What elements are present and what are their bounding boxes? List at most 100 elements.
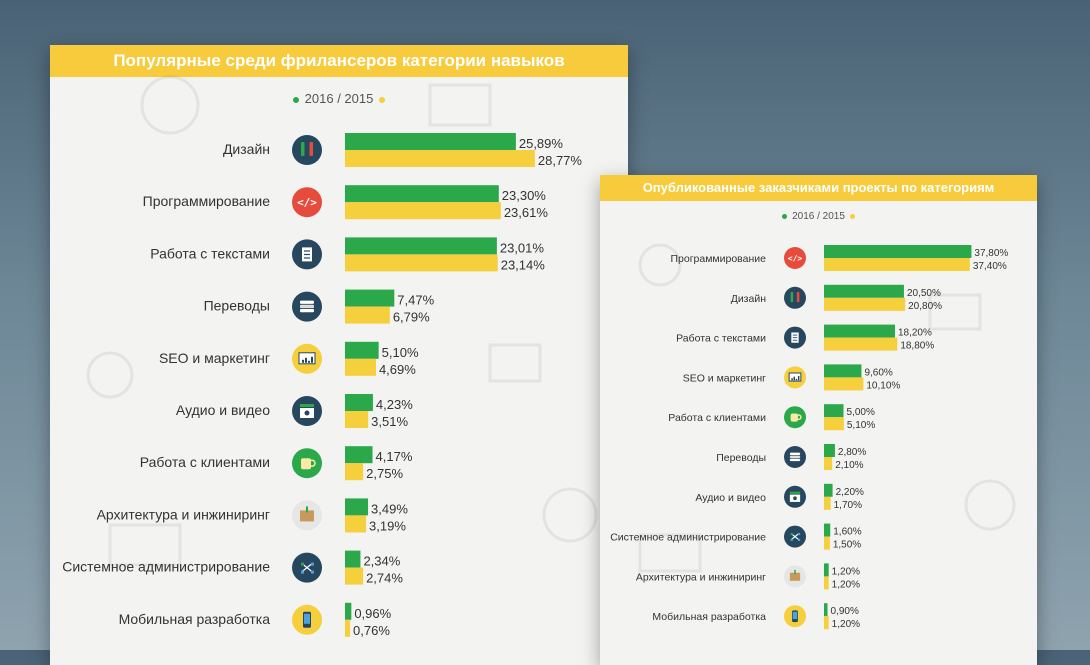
- document-icon: [292, 239, 322, 270]
- bar-2015: [824, 536, 830, 550]
- bar-2015: [345, 306, 390, 324]
- icon-shape: [792, 334, 798, 336]
- category-label: Архитектура и инжиниринг: [636, 571, 766, 583]
- skills-bar-chart: Дизайн 25,89% 28,77% Программирование </> 23,…: [62, 133, 582, 638]
- bar-2016: [345, 133, 516, 150]
- icon-shape: [306, 506, 308, 513]
- value-label-2015: 0,76%: [353, 623, 390, 638]
- value-label-2016: 37,80%: [974, 248, 1008, 259]
- network-icon: [292, 552, 322, 583]
- value-label-2016: 4,23%: [376, 397, 413, 412]
- icon-shape: [792, 611, 798, 620]
- projects-chart-card: Опубликованные заказчиками проекты по ка…: [600, 175, 1037, 665]
- value-label-2015: 1,20%: [832, 619, 860, 630]
- category-label: Системное администрирование: [610, 532, 766, 544]
- bar-2016: [345, 550, 361, 568]
- bar-2015: [824, 457, 833, 470]
- bar-2015: [345, 567, 364, 585]
- value-label-2016: 2,20%: [836, 487, 864, 498]
- bar-2015: [824, 417, 844, 431]
- value-label-2015: 3,19%: [369, 518, 406, 533]
- value-label-2015: 6,79%: [393, 310, 430, 325]
- value-label-2016: 5,00%: [847, 407, 875, 418]
- icon-glyph: </>: [297, 196, 317, 209]
- icon-shape: [792, 337, 798, 339]
- bar-2016: [824, 563, 829, 577]
- value-label-2016: 4,17%: [376, 449, 413, 464]
- icon-shape: [304, 410, 310, 416]
- category-label: Архитектура и инжиниринг: [97, 506, 270, 522]
- bar-2015: [824, 576, 829, 590]
- category-label: Работа с текстами: [676, 333, 766, 345]
- bar-2015: [824, 258, 970, 271]
- icon-shape: [305, 357, 307, 363]
- value-label-2015: 10,10%: [866, 380, 900, 391]
- legend-2015-dot: [849, 213, 855, 219]
- icon-shape: [796, 291, 800, 303]
- bar-2016: [345, 498, 369, 516]
- category-label: Работа с текстами: [150, 245, 270, 261]
- icon-shape: [790, 532, 793, 536]
- category-row: Архитектура и инжиниринг 3,49% 3,19%: [97, 498, 408, 533]
- bar-2015: [824, 496, 831, 510]
- icon-shape: [301, 563, 313, 573]
- bar-2016: [824, 603, 828, 617]
- icon-shape: [797, 532, 801, 536]
- bar-2016: [345, 394, 373, 411]
- bar-2015: [824, 337, 898, 351]
- document-icon: [784, 326, 806, 349]
- package-box-icon: [784, 565, 806, 588]
- value-label-2016: 2,34%: [363, 554, 400, 569]
- presentation-chart-icon: [784, 366, 806, 389]
- code-icon: </>: [784, 247, 806, 269]
- category-row: SEO и маркетинг 5,10% 4,69%: [159, 341, 419, 377]
- icon-shape: [789, 491, 801, 494]
- icon-shape: [789, 455, 801, 459]
- value-label-2016: 5,10%: [382, 345, 419, 360]
- category-row: Мобильная разработка 0,90% 1,20%: [652, 603, 860, 630]
- bar-2015: [345, 619, 351, 637]
- icon-shape: [301, 458, 311, 470]
- icon-shape: [302, 359, 304, 363]
- value-label-2015: 18,80%: [900, 341, 934, 352]
- icon-circle: [784, 247, 806, 269]
- legend-label: 2016 / 2015: [304, 91, 374, 106]
- value-label-2016: 23,30%: [502, 188, 547, 203]
- icon-shape: [311, 570, 314, 574]
- value-label-2016: 1,20%: [832, 566, 860, 577]
- icon-shape: [300, 309, 314, 313]
- projects-bar-chart: Программирование </> 37,80% 37,40% Дизайн 20,…: [610, 245, 1008, 630]
- category-label: SEO и маркетинг: [159, 350, 270, 366]
- bar-2016: [824, 444, 835, 457]
- bar-2016: [824, 284, 904, 298]
- value-label-2015: 1,20%: [832, 579, 860, 590]
- background-doodles: [86, 75, 598, 567]
- background-doodles: [638, 243, 1016, 573]
- bar-2016: [345, 237, 497, 255]
- coffee-cup-icon: [292, 448, 322, 479]
- category-row: Мобильная разработка 0,96% 0,76%: [119, 602, 392, 638]
- value-label-2016: 7,47%: [397, 293, 434, 308]
- value-label-2015: 3,51%: [371, 414, 408, 429]
- category-row: Системное администрирование 1,60% 1,50%: [610, 523, 862, 551]
- bar-2016: [824, 324, 895, 338]
- bar-2016: [345, 446, 373, 464]
- icon-shape: [789, 452, 801, 456]
- category-label: Аудио и видео: [176, 402, 270, 418]
- legend-2016-dot: [292, 96, 299, 103]
- icon-shape: [793, 496, 797, 501]
- icon-shape: [790, 291, 794, 303]
- smartphone-icon: [292, 604, 322, 635]
- bar-2015: [824, 377, 864, 391]
- value-label-2016: 1,60%: [833, 527, 861, 538]
- bar-2015: [824, 616, 829, 630]
- value-label-2016: 2,80%: [838, 447, 866, 458]
- legend-2016-dot: [782, 213, 788, 219]
- category-label: Мобильная разработка: [119, 611, 271, 627]
- icon-shape: [793, 376, 795, 381]
- category-row: Аудио и видео 4,23% 3,51%: [176, 394, 413, 429]
- category-row: Аудио и видео 2,20% 1,70%: [695, 483, 864, 511]
- icon-shape: [792, 339, 798, 341]
- icon-shape: [300, 300, 314, 304]
- category-row: Программирование </> 23,30% 23,61%: [143, 185, 548, 220]
